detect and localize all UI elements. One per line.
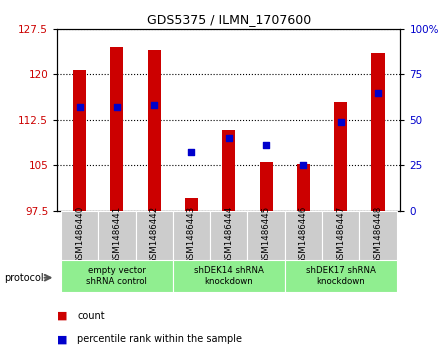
Point — [337, 119, 344, 125]
Bar — [297, 164, 310, 211]
Bar — [136, 211, 173, 260]
Bar — [285, 260, 397, 292]
Bar — [359, 211, 397, 260]
Text: count: count — [77, 311, 105, 321]
Text: GSM1486441: GSM1486441 — [112, 206, 121, 264]
Text: GSM1486445: GSM1486445 — [262, 206, 271, 264]
Bar — [334, 102, 347, 211]
Text: ■: ■ — [57, 334, 68, 344]
Text: empty vector
shRNA control: empty vector shRNA control — [86, 266, 147, 286]
Point — [225, 135, 232, 141]
Point — [150, 102, 158, 108]
Text: ■: ■ — [57, 311, 68, 321]
Bar — [148, 50, 161, 211]
Point — [300, 162, 307, 168]
Text: protocol: protocol — [4, 273, 44, 283]
Text: GSM1486443: GSM1486443 — [187, 206, 196, 264]
Point — [188, 150, 195, 155]
Text: shDEK14 shRNA
knockdown: shDEK14 shRNA knockdown — [194, 266, 264, 286]
Point — [263, 142, 270, 148]
Title: GDS5375 / ILMN_1707600: GDS5375 / ILMN_1707600 — [147, 13, 311, 26]
Bar — [322, 211, 359, 260]
Bar — [222, 130, 235, 211]
Text: GSM1486448: GSM1486448 — [374, 206, 382, 264]
Bar — [210, 211, 247, 260]
Bar — [73, 70, 86, 211]
Text: shDEK17 shRNA
knockdown: shDEK17 shRNA knockdown — [306, 266, 376, 286]
Bar — [61, 260, 173, 292]
Text: GSM1486447: GSM1486447 — [336, 206, 345, 264]
Bar — [260, 162, 273, 211]
Point — [76, 104, 83, 110]
Bar — [98, 211, 136, 260]
Bar — [61, 211, 98, 260]
Bar — [285, 211, 322, 260]
Point — [374, 90, 381, 95]
Point — [114, 104, 121, 110]
Bar — [110, 47, 123, 211]
Bar — [185, 199, 198, 211]
Bar — [173, 211, 210, 260]
Bar — [371, 53, 385, 211]
Text: GSM1486446: GSM1486446 — [299, 206, 308, 264]
Text: GSM1486444: GSM1486444 — [224, 206, 233, 264]
Text: percentile rank within the sample: percentile rank within the sample — [77, 334, 242, 344]
Text: GSM1486442: GSM1486442 — [150, 206, 159, 264]
Bar — [173, 260, 285, 292]
Text: GSM1486440: GSM1486440 — [75, 206, 84, 264]
Bar — [247, 211, 285, 260]
